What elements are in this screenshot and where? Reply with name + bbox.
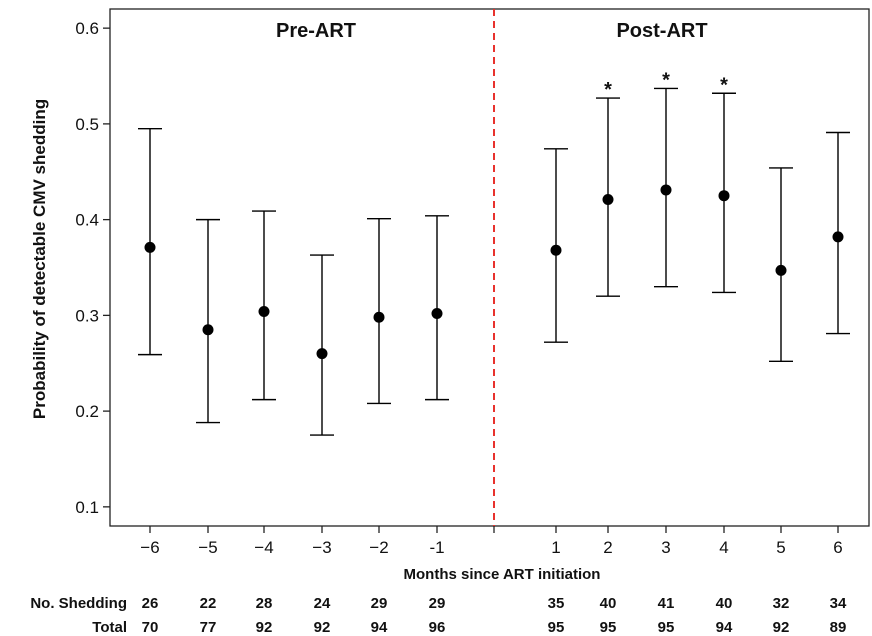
y-tick-label: 0.2	[75, 402, 99, 421]
table-cell-total: 96	[429, 619, 446, 636]
table-cell-no-shedding: 29	[429, 595, 446, 612]
y-tick-label: 0.4	[75, 211, 99, 230]
x-tick-label: -1	[429, 538, 444, 557]
significance-star: *	[604, 79, 612, 101]
data-point	[660, 184, 672, 196]
x-tick-label: −5	[198, 538, 217, 557]
data-point	[775, 264, 787, 276]
table-cell-no-shedding: 40	[600, 595, 617, 612]
data-point	[202, 324, 214, 336]
table-cell-no-shedding: 41	[658, 595, 675, 612]
table-cell-no-shedding: 24	[314, 595, 331, 612]
table-cell-no-shedding: 29	[371, 595, 388, 612]
significance-star: *	[720, 74, 728, 96]
table-cell-no-shedding: 22	[200, 595, 217, 612]
table-cell-no-shedding: 40	[716, 595, 733, 612]
plot-frame	[109, 8, 870, 527]
data-point	[258, 306, 270, 318]
table-cell-total: 95	[600, 619, 617, 636]
table-cell-total: 70	[142, 619, 159, 636]
data-point	[373, 311, 385, 323]
table-cell-no-shedding: 35	[548, 595, 565, 612]
x-tick-label: 4	[719, 538, 728, 557]
table-cell-total: 94	[371, 619, 388, 636]
data-point	[718, 190, 730, 202]
table-cell-total: 94	[716, 619, 733, 636]
x-tick-label: 6	[833, 538, 842, 557]
table-row-label-total: Total	[92, 619, 127, 636]
table-cell-no-shedding: 32	[773, 595, 790, 612]
x-tick-label: 1	[551, 538, 560, 557]
data-point	[431, 307, 443, 319]
data-point	[316, 348, 328, 360]
x-tick-label: 3	[661, 538, 670, 557]
table-cell-no-shedding: 26	[142, 595, 159, 612]
x-tick-label: −2	[369, 538, 388, 557]
table-row-label-no-shedding: No. Shedding	[30, 595, 127, 612]
table-cell-total: 92	[256, 619, 273, 636]
table-cell-total: 92	[773, 619, 790, 636]
y-axis: 0.1 0.2 0.3 0.4 0.5 0.6	[75, 19, 110, 517]
y-tick-label: 0.6	[75, 19, 99, 38]
x-tick-label: 2	[603, 538, 612, 557]
x-tick-label: −4	[254, 538, 273, 557]
table-cell-total: 89	[830, 619, 847, 636]
y-tick-label: 0.1	[75, 498, 99, 517]
x-axis: −6 −5 −4 −3 −2 -1 1 2 3 4 5 6	[140, 526, 843, 557]
data-point	[550, 244, 562, 256]
table-cell-total: 77	[200, 619, 217, 636]
x-axis-title: Months since ART initiation	[404, 566, 601, 583]
x-tick-label: 5	[776, 538, 785, 557]
table-cell-total: 92	[314, 619, 331, 636]
y-axis-title: Probability of detectable CMV shedding	[30, 99, 49, 419]
table-cell-no-shedding: 34	[830, 595, 847, 612]
y-tick-label: 0.5	[75, 115, 99, 134]
post-art-panel-label: Post-ART	[616, 20, 707, 42]
y-tick-label: 0.3	[75, 306, 99, 325]
data-point	[602, 194, 614, 206]
count-table: 26 22 28 24 29 29 35 40 41 40 32 34 70 77 92 92 94 96 95 95…	[142, 595, 847, 636]
x-tick-label: −3	[312, 538, 331, 557]
table-cell-total: 95	[658, 619, 675, 636]
data-point	[144, 241, 156, 253]
data-marks: * * *	[138, 69, 850, 436]
table-cell-no-shedding: 28	[256, 595, 273, 612]
data-point	[832, 231, 844, 243]
x-tick-label: −6	[140, 538, 159, 557]
table-cell-total: 95	[548, 619, 565, 636]
pre-art-panel-label: Pre-ART	[276, 20, 356, 42]
significance-star: *	[662, 69, 670, 91]
